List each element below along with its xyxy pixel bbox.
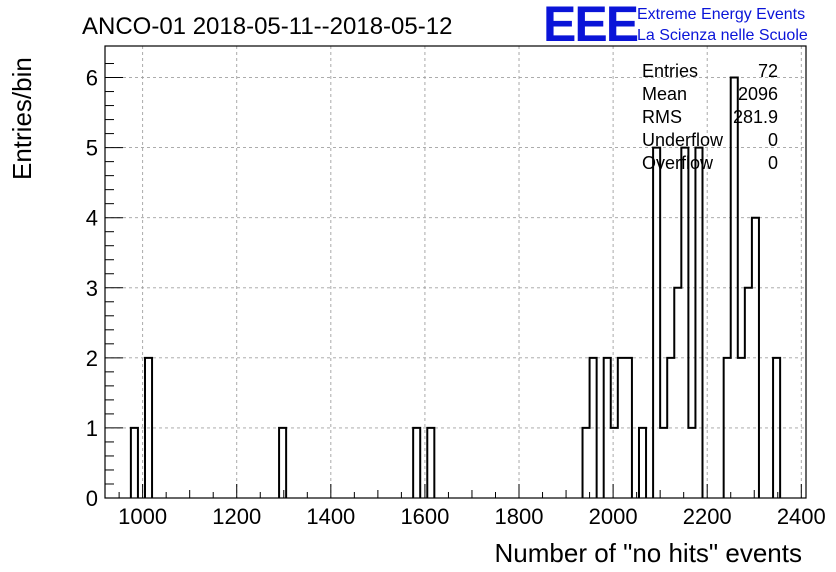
x-tick-label: 2000: [589, 504, 638, 529]
x-tick-label: 2200: [683, 504, 732, 529]
histogram-bin: [279, 428, 286, 498]
y-axis-label: Entries/bin: [7, 57, 37, 180]
logo-line-2: La Scienza nelle Scuole: [637, 27, 808, 44]
stats-overflow-label: Overflow: [642, 153, 714, 173]
histogram-bins: [129, 76, 782, 498]
stats-entries-label: Entries: [642, 61, 698, 81]
chart-title: ANCO-01 2018-05-11--2018-05-12: [82, 13, 452, 40]
x-axis-label: Number of "no hits" events: [495, 538, 803, 568]
stats-underflow-label: Underflow: [642, 130, 724, 150]
stats-entries-value: 72: [758, 61, 778, 81]
histogram-bin: [583, 428, 590, 498]
x-tick-label: 1800: [495, 504, 544, 529]
histogram-bin: [639, 428, 646, 498]
y-tick-label: 2: [86, 346, 98, 371]
plot-frame: [104, 45, 807, 499]
histogram-bin: [611, 428, 618, 498]
histogram-bin: [674, 288, 681, 498]
x-tick-label: 1400: [306, 504, 355, 529]
x-tick-label: 1000: [118, 504, 167, 529]
y-tick-label: 0: [86, 486, 98, 511]
stats-mean-label: Mean: [642, 84, 687, 104]
histogram-bin: [653, 148, 660, 498]
logo-line-1: Extreme Energy Events: [637, 6, 805, 23]
histogram-bin: [131, 428, 138, 498]
histogram-bin: [413, 428, 420, 498]
histogram-bin: [688, 428, 695, 498]
eee-logo-mark: EEE: [543, 0, 638, 52]
y-tick-label: 1: [86, 416, 98, 441]
histogram-bin: [427, 428, 434, 498]
y-tick-label: 6: [86, 66, 98, 91]
x-tick-label: 2400: [777, 504, 826, 529]
histogram-outline: [129, 76, 782, 498]
y-tick-label: 4: [86, 206, 98, 231]
grid-lines: [105, 46, 806, 498]
x-tick-label: 1200: [212, 504, 261, 529]
stats-underflow-value: 0: [768, 130, 778, 150]
histogram-bin: [660, 428, 667, 498]
stats-box: Entries 72 Mean 2096 RMS 281.9 Underflow…: [642, 61, 778, 173]
stats-rms-value: 281.9: [733, 107, 778, 127]
histogram-bin: [745, 288, 752, 498]
histogram-bin: [681, 148, 688, 498]
axis-ticks: [105, 63, 802, 499]
histogram-bin: [695, 148, 702, 498]
x-tick-label: 1600: [400, 504, 449, 529]
stats-overflow-value: 0: [768, 153, 778, 173]
y-tick-label: 3: [86, 276, 98, 301]
y-tick-label: 5: [86, 136, 98, 161]
stats-rms-label: RMS: [642, 107, 682, 127]
tick-labels: 1000 1200 1400 1600 1800 2000 2200 2400 0 1 2 3 4 5 6: [86, 66, 826, 529]
stats-mean-value: 2096: [738, 84, 778, 104]
